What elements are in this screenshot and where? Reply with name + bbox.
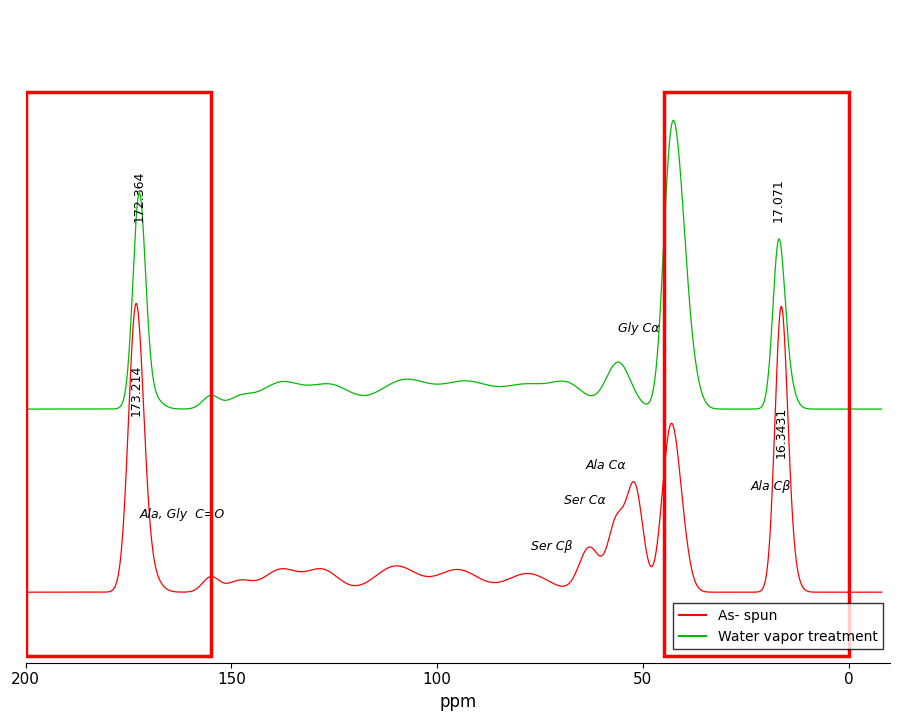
X-axis label: ppm: ppm xyxy=(439,693,477,711)
Text: 173.214: 173.214 xyxy=(130,365,142,416)
Text: 16.3431: 16.3431 xyxy=(774,407,787,458)
Text: 17.071: 17.071 xyxy=(772,178,785,222)
Bar xyxy=(663,92,849,656)
Legend: As- spun, Water vapor treatment: As- spun, Water vapor treatment xyxy=(673,603,883,649)
Bar xyxy=(25,92,211,656)
Text: Ser Cβ: Ser Cβ xyxy=(532,540,573,553)
Text: Ala Cα: Ala Cα xyxy=(586,459,626,472)
Text: 172.364: 172.364 xyxy=(132,171,146,222)
Text: Gly Cα: Gly Cα xyxy=(618,321,660,334)
Text: Ser Cα: Ser Cα xyxy=(564,494,605,507)
Text: Ala Cβ: Ala Cβ xyxy=(751,480,791,493)
Text: Ala, Gly  C=O: Ala, Gly C=O xyxy=(140,508,224,521)
